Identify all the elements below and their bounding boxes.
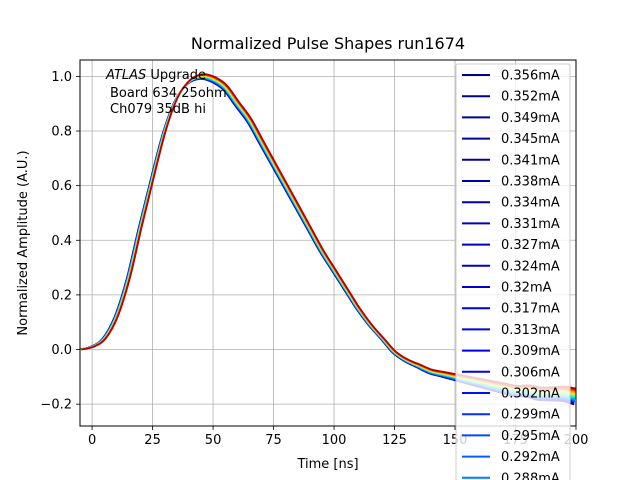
legend-label: 0.32mA — [501, 281, 552, 296]
y-tick-label: 0.8 — [51, 125, 72, 140]
x-tick-label: 100 — [322, 433, 347, 448]
y-axis-label: Normalized Amplitude (A.U.) — [16, 150, 31, 335]
legend-label: 0.295mA — [501, 429, 560, 444]
svg-text:ATLAS Upgrade: ATLAS Upgrade — [105, 68, 206, 83]
x-tick-label: 75 — [265, 433, 282, 448]
legend-box — [455, 63, 571, 480]
y-tick-label: 0.6 — [51, 179, 72, 194]
legend-label: 0.352mA — [501, 90, 560, 105]
legend-label: 0.345mA — [501, 132, 560, 147]
annotation-line3: Ch079 35dB hi — [110, 102, 206, 117]
y-tick-label: 0.0 — [51, 343, 72, 358]
legend-label: 0.306mA — [501, 365, 560, 380]
legend-label: 0.349mA — [501, 111, 560, 126]
legend: 0.356mA 0.352mA 0.349mA 0.345mA 0.341mA 0.338… — [455, 63, 571, 480]
annotation-italic: ATLAS — [105, 68, 146, 83]
y-tick-label: 0.4 — [51, 234, 72, 249]
legend-label: 0.288mA — [501, 471, 560, 480]
x-tick-label: 125 — [382, 433, 407, 448]
legend-label: 0.309mA — [501, 344, 560, 359]
legend-label: 0.324mA — [501, 259, 560, 274]
y-axis-ticks: −0.2 0.0 0.2 0.4 0.6 0.8 1.0 — [40, 70, 80, 413]
chart-title: Normalized Pulse Shapes run1674 — [191, 34, 465, 53]
legend-label: 0.341mA — [501, 153, 560, 168]
legend-label: 0.292mA — [501, 450, 560, 465]
legend-label: 0.302mA — [501, 387, 560, 402]
plot-frame — [79, 59, 577, 427]
atlas-annotation: ATLAS Upgrade Board 634 25ohm Ch079 35dB… — [105, 68, 227, 117]
legend-label: 0.331mA — [501, 217, 560, 232]
y-tick-label: −0.2 — [40, 398, 72, 413]
x-tick-label: 50 — [205, 433, 222, 448]
x-axis-label: Time [ns] — [296, 457, 358, 472]
legend-label: 0.334mA — [501, 196, 560, 211]
legend-label: 0.317mA — [501, 302, 560, 317]
legend-label: 0.356mA — [501, 69, 560, 84]
y-tick-label: 0.2 — [51, 288, 72, 303]
annotation-line1: Upgrade — [146, 68, 206, 83]
legend-label: 0.327mA — [501, 238, 560, 253]
annotation-line2: Board 634 25ohm — [110, 86, 227, 101]
legend-label: 0.299mA — [501, 408, 560, 423]
legend-label: 0.313mA — [501, 323, 560, 338]
x-tick-label: 0 — [88, 433, 96, 448]
legend-label: 0.338mA — [501, 175, 560, 190]
x-tick-label: 25 — [144, 433, 161, 448]
y-tick-label: 1.0 — [51, 70, 72, 85]
